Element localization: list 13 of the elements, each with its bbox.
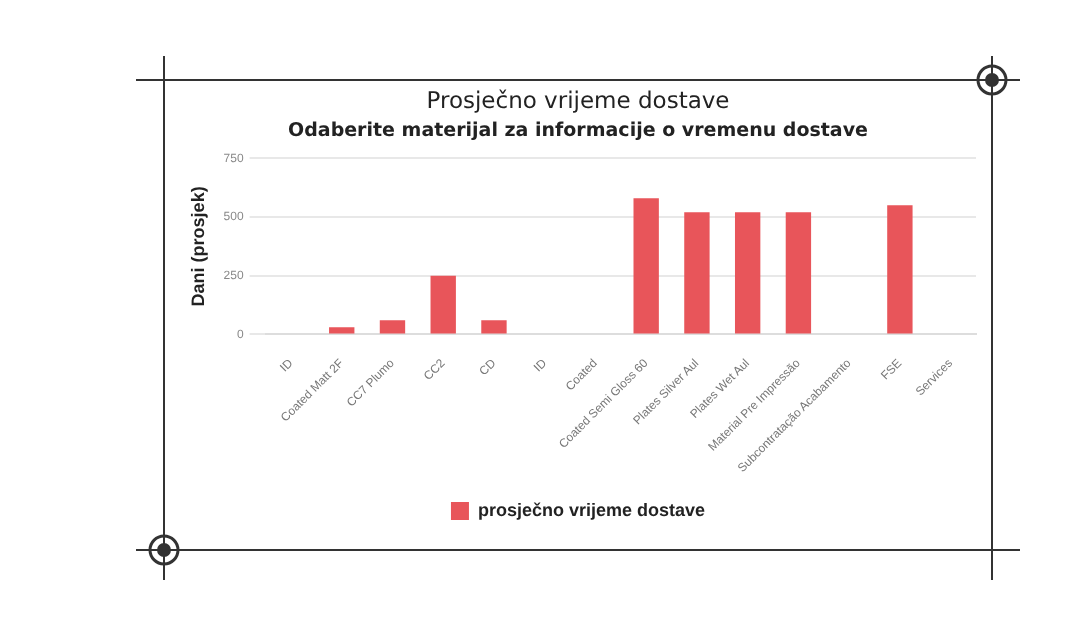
bar <box>430 275 456 334</box>
chart-subtitle: Odaberite materijal za informacije o vremenu dostave <box>288 119 868 142</box>
chart-title: Prosječno vrijeme dostave <box>426 85 730 114</box>
bar <box>785 212 812 334</box>
bar <box>481 320 507 334</box>
bar <box>887 205 913 334</box>
bar <box>633 198 659 334</box>
bar <box>329 327 355 334</box>
bar <box>734 212 761 334</box>
bar <box>379 320 406 334</box>
bar <box>684 212 710 334</box>
legend-label: prosječno vrijeme dostave <box>477 499 706 520</box>
y-axis-title: Dani (prosjek) <box>187 186 208 307</box>
